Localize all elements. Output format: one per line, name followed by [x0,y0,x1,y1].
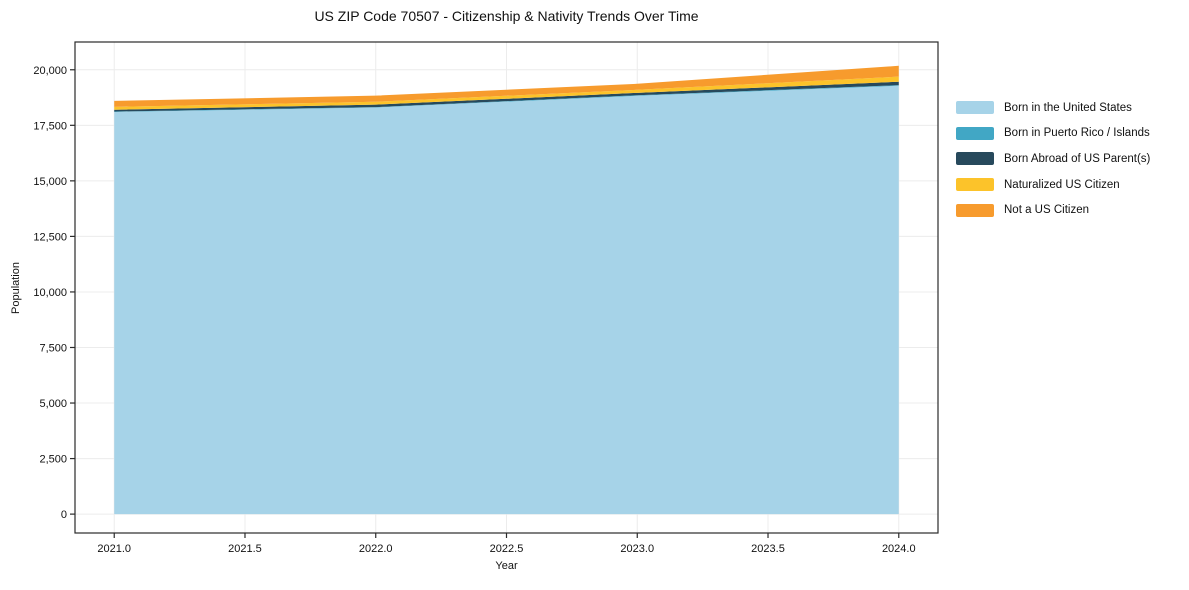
area-series [114,81,899,112]
legend-swatch [956,178,994,192]
legend-swatch [956,126,994,140]
legend-item: Not a US Citizen [956,203,1150,217]
area-series [114,85,899,515]
x-tick-label: 2024.0 [882,543,916,555]
legend-item: Born Abroad of US Parent(s) [956,152,1151,166]
legend-item: Born in the United States [956,101,1150,114]
x-axis-label: Year [495,560,518,572]
x-tick-label: 2022.5 [490,543,524,555]
legend: Born in the United States Born in Puerto … [956,101,1150,229]
x-tick-label: 2021.5 [228,543,262,555]
legend-swatch [956,152,994,166]
y-tick-label: 15,000 [33,176,67,188]
area-series [114,76,899,110]
legend-label: Naturalized US Citizen [1004,178,1120,191]
legend-label: Not a US Citizen [1004,204,1090,217]
y-tick-label: 12,500 [33,231,67,243]
y-axis-label: Population [10,262,22,314]
y-tick-label: 7,500 [39,342,67,354]
chart-title: US ZIP Code 70507 - Citizenship & Nativi… [314,8,699,24]
x-tick-label: 2021.0 [97,543,131,555]
x-tick-label: 2023.0 [620,543,654,555]
y-tick-label: 2,500 [39,454,67,466]
x-tick-label: 2022.0 [359,543,393,555]
y-tick-label: 17,500 [33,120,67,132]
legend-label: Born in the United States [1004,101,1132,114]
x-tick-label: 2023.5 [751,543,785,555]
legend-swatch [956,101,994,114]
y-tick-label: 0 [61,509,67,521]
area-series [114,65,899,107]
legend-label: Born Abroad of US Parent(s) [1004,152,1151,165]
y-tick-label: 5,000 [39,398,67,410]
legend-item: Born in Puerto Rico / Islands [956,126,1150,140]
legend-item: Naturalized US Citizen [956,178,1150,192]
legend-label: Born in Puerto Rico / Islands [1004,127,1150,140]
y-tick-label: 20,000 [33,65,67,77]
legend-swatch [956,203,994,217]
y-tick-label: 10,000 [33,287,67,299]
